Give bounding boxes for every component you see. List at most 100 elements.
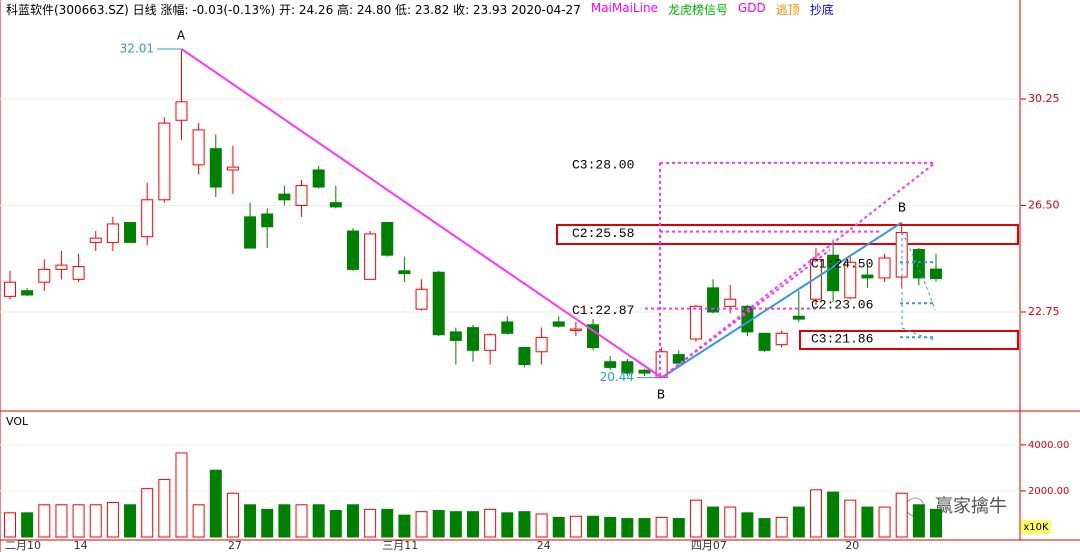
volume-bar bbox=[72, 504, 85, 538]
volume-bar bbox=[552, 516, 565, 538]
candle-body bbox=[604, 361, 617, 368]
volume-bar bbox=[535, 513, 548, 538]
indicator: 抄底 bbox=[809, 3, 834, 17]
volume-bar bbox=[364, 508, 377, 538]
volume-bar bbox=[501, 512, 514, 538]
candle-body bbox=[878, 257, 891, 279]
x-tick-label: 27 bbox=[228, 539, 242, 552]
level-label: C1:22.87 bbox=[572, 303, 634, 318]
candle-body bbox=[398, 270, 411, 275]
volume-bar bbox=[467, 511, 479, 538]
volume-bar bbox=[329, 510, 342, 538]
annotation: 32.01 bbox=[120, 41, 154, 55]
candle-body bbox=[912, 249, 925, 279]
volume-bar bbox=[809, 489, 822, 538]
candle-body bbox=[55, 264, 68, 270]
candle-body bbox=[518, 347, 531, 366]
candle-body bbox=[467, 327, 479, 351]
volume-bar bbox=[124, 504, 137, 538]
volume-bar bbox=[449, 511, 462, 538]
volume-bar bbox=[484, 508, 497, 538]
candle-body bbox=[141, 199, 154, 238]
y-tick-label: 22.75 bbox=[1028, 305, 1060, 318]
candle-body bbox=[432, 271, 445, 336]
volume-bar bbox=[415, 511, 428, 538]
candle-body bbox=[38, 268, 51, 283]
candle-body bbox=[124, 222, 137, 243]
candle-body bbox=[106, 223, 119, 243]
candle-body bbox=[381, 222, 394, 256]
candle-body bbox=[312, 169, 325, 188]
volume-bar bbox=[89, 504, 102, 538]
guide-curve bbox=[901, 231, 936, 341]
candle-body bbox=[844, 261, 857, 299]
candle-body bbox=[535, 337, 548, 353]
volume-bar bbox=[655, 516, 668, 538]
candle-body bbox=[295, 185, 308, 206]
volume-bar bbox=[432, 510, 445, 538]
candle-body bbox=[827, 254, 840, 292]
volume-bar bbox=[689, 499, 702, 538]
indicator: GDD bbox=[737, 1, 766, 15]
candle-body bbox=[278, 193, 291, 201]
volume-bar bbox=[106, 501, 119, 538]
volume-bar bbox=[707, 506, 720, 538]
candle-body bbox=[792, 315, 805, 320]
volume-bar bbox=[141, 488, 154, 538]
x-tick-label: 三月11 bbox=[382, 539, 418, 552]
candle-body bbox=[89, 237, 102, 243]
volume-bar bbox=[912, 504, 925, 538]
candle-body bbox=[861, 274, 874, 279]
candle-body bbox=[261, 213, 274, 228]
x-tick-label: 二月10 bbox=[5, 539, 41, 552]
candle-body bbox=[244, 216, 257, 249]
candle-body bbox=[587, 324, 600, 349]
candle-body bbox=[552, 321, 565, 327]
panel-title: VOL bbox=[6, 415, 29, 428]
candle-body bbox=[707, 287, 720, 313]
candle-body bbox=[158, 122, 171, 201]
volume-bar bbox=[312, 504, 325, 538]
volume-bar bbox=[398, 514, 411, 538]
volume-bar bbox=[672, 518, 685, 538]
y-tick-label: 30.25 bbox=[1028, 92, 1060, 105]
trend-line bbox=[180, 48, 663, 379]
candle-body bbox=[501, 321, 514, 334]
volume-bar bbox=[792, 506, 805, 538]
annotation: 20.44 bbox=[600, 370, 634, 384]
x-tick-label: 14 bbox=[74, 539, 88, 552]
volume-bar bbox=[930, 508, 942, 538]
header: 科蓝软件(300663.SZ) 日线 涨幅: -0.03(-0.13%) 开: … bbox=[6, 1, 834, 18]
watermark: 赢家擒牛 bbox=[935, 495, 1007, 517]
volume-bar bbox=[55, 504, 68, 538]
volume-bar bbox=[587, 515, 600, 538]
volume-bar bbox=[518, 511, 531, 538]
unit-box bbox=[1021, 520, 1051, 534]
guide-line bbox=[661, 162, 936, 379]
candle-body bbox=[4, 281, 16, 297]
volume-bar bbox=[604, 516, 617, 538]
header-title: 科蓝软件(300663.SZ) 日线 涨幅: -0.03(-0.13%) 开: … bbox=[6, 3, 581, 17]
candle-body bbox=[758, 332, 771, 351]
volume-bar bbox=[21, 512, 34, 538]
level-label: C2:25.58 bbox=[572, 226, 634, 241]
candle-body bbox=[192, 129, 205, 166]
volume-bar bbox=[861, 506, 874, 538]
level-label: C3:28.00 bbox=[572, 157, 634, 172]
level-label: C1:24.50 bbox=[811, 257, 873, 272]
candle-body bbox=[226, 166, 239, 171]
indicator: MaiMaiLine bbox=[590, 1, 658, 15]
volume-bar bbox=[844, 499, 857, 538]
volume-bar bbox=[346, 504, 359, 538]
guide-line bbox=[661, 249, 831, 379]
volume-bar bbox=[4, 512, 16, 538]
annotation: B bbox=[898, 201, 906, 215]
candle-body bbox=[484, 334, 497, 351]
volume-bar bbox=[569, 515, 582, 538]
volume-bar bbox=[209, 469, 222, 538]
volume-bar bbox=[724, 506, 737, 538]
y-tick-label: 2000.00 bbox=[1028, 486, 1069, 497]
y-tick-label: 26.50 bbox=[1028, 198, 1060, 211]
